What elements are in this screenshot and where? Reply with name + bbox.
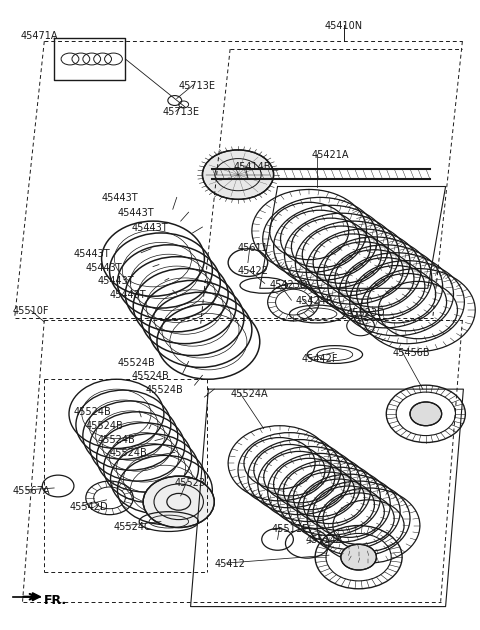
Text: 45524B: 45524B — [74, 407, 112, 417]
Text: 45443T: 45443T — [86, 263, 122, 273]
Text: 45511E: 45511E — [272, 524, 309, 534]
Text: 45524B: 45524B — [145, 385, 183, 395]
Text: 45410N: 45410N — [325, 21, 363, 32]
Text: 45414B: 45414B — [233, 162, 271, 172]
Text: 45443T: 45443T — [97, 277, 134, 287]
Text: 45514A: 45514A — [305, 536, 343, 546]
Text: 45442F: 45442F — [301, 353, 338, 364]
Text: 45443T: 45443T — [109, 290, 146, 301]
Text: 45471A: 45471A — [21, 32, 58, 42]
Ellipse shape — [203, 150, 274, 199]
Text: 45443T: 45443T — [131, 223, 168, 233]
Text: 45524A: 45524A — [230, 389, 268, 399]
Text: 45524B: 45524B — [131, 371, 169, 381]
Text: 45524C: 45524C — [113, 522, 151, 532]
Text: 45424B: 45424B — [295, 296, 333, 306]
Text: FR.: FR. — [44, 594, 67, 607]
Ellipse shape — [143, 476, 214, 527]
Text: 45567A: 45567A — [12, 486, 50, 496]
Text: 45542D: 45542D — [70, 502, 108, 512]
Text: 45443T: 45443T — [102, 193, 138, 203]
Text: 45524B: 45524B — [97, 435, 135, 445]
Text: 45423D: 45423D — [270, 280, 308, 290]
Ellipse shape — [410, 402, 442, 426]
Text: 45510F: 45510F — [12, 306, 49, 316]
Text: 45713E: 45713E — [163, 108, 200, 117]
Text: 45422: 45422 — [238, 266, 269, 275]
Text: 45611: 45611 — [238, 243, 269, 253]
Text: 45412: 45412 — [214, 559, 245, 569]
Text: 45523D: 45523D — [347, 308, 385, 318]
Text: 45524B: 45524B — [86, 421, 123, 431]
Polygon shape — [33, 593, 40, 600]
Text: 45713E: 45713E — [179, 81, 216, 91]
Text: 45443T: 45443T — [74, 249, 110, 259]
Text: 45456B: 45456B — [392, 348, 430, 358]
Text: 45524B: 45524B — [109, 449, 147, 459]
Text: 45524B: 45524B — [118, 357, 155, 367]
Ellipse shape — [341, 544, 376, 570]
Text: 45443T: 45443T — [118, 209, 154, 218]
Text: 45421A: 45421A — [311, 150, 348, 160]
Text: 45523: 45523 — [175, 478, 206, 488]
